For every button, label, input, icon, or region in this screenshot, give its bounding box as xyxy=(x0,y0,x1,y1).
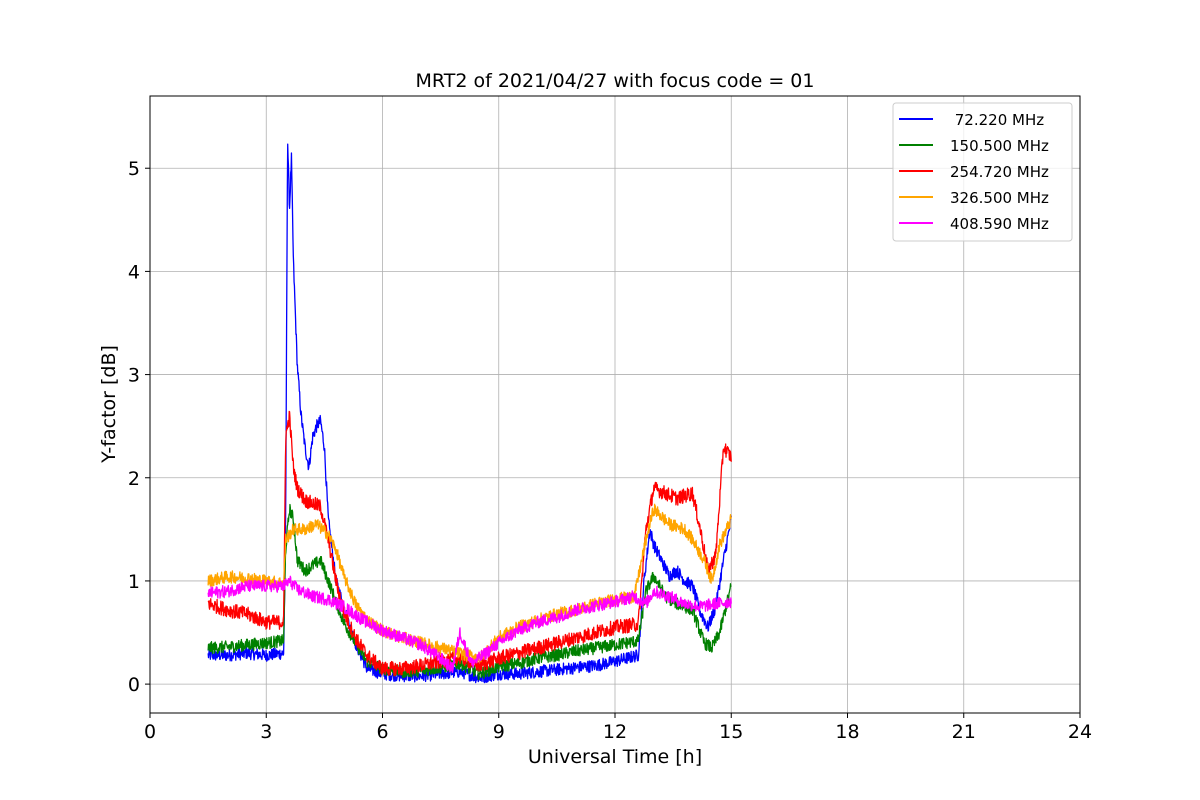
x-axis-label: Universal Time [h] xyxy=(528,746,702,768)
y-tick-label: 5 xyxy=(128,158,140,180)
y-tick-label: 0 xyxy=(128,674,140,696)
x-axis: 0 3 6 9 12 15 18 21 24 xyxy=(144,713,1092,743)
legend-label-3: 326.500 MHz xyxy=(950,189,1049,207)
y-tick-label: 1 xyxy=(128,571,140,593)
x-tick-label: 18 xyxy=(835,721,859,743)
y-tick-label: 4 xyxy=(128,261,140,283)
y-tick-label: 2 xyxy=(128,468,140,490)
x-tick-label: 15 xyxy=(719,721,743,743)
legend-label-4: 408.590 MHz xyxy=(950,215,1049,233)
y-axis-label: Y-factor [dB] xyxy=(98,345,120,464)
x-tick-label: 12 xyxy=(603,721,627,743)
x-tick-label: 21 xyxy=(952,721,976,743)
series-line-3 xyxy=(207,503,732,664)
legend: 72.220 MHz 150.500 MHz 254.720 MHz 326.500 … xyxy=(892,102,1073,242)
legend-label-2: 254.720 MHz xyxy=(950,163,1049,181)
legend-box xyxy=(892,102,1073,242)
x-tick-label: 9 xyxy=(493,721,505,743)
x-tick-label: 24 xyxy=(1068,721,1092,743)
legend-label-1: 150.500 MHz xyxy=(950,137,1049,155)
x-tick-label: 3 xyxy=(260,721,272,743)
series-group xyxy=(207,143,732,684)
y-axis: 0 1 2 3 4 5 xyxy=(128,158,150,696)
series-line-4 xyxy=(207,575,732,674)
y-tick-label: 3 xyxy=(128,365,140,387)
series-line-0 xyxy=(207,143,732,684)
x-tick-label: 6 xyxy=(376,721,388,743)
x-tick-label: 0 xyxy=(144,721,156,743)
chart-title: MRT2 of 2021/04/27 with focus code = 01 xyxy=(416,70,815,92)
legend-label-0: 72.220 MHz xyxy=(950,111,1044,129)
